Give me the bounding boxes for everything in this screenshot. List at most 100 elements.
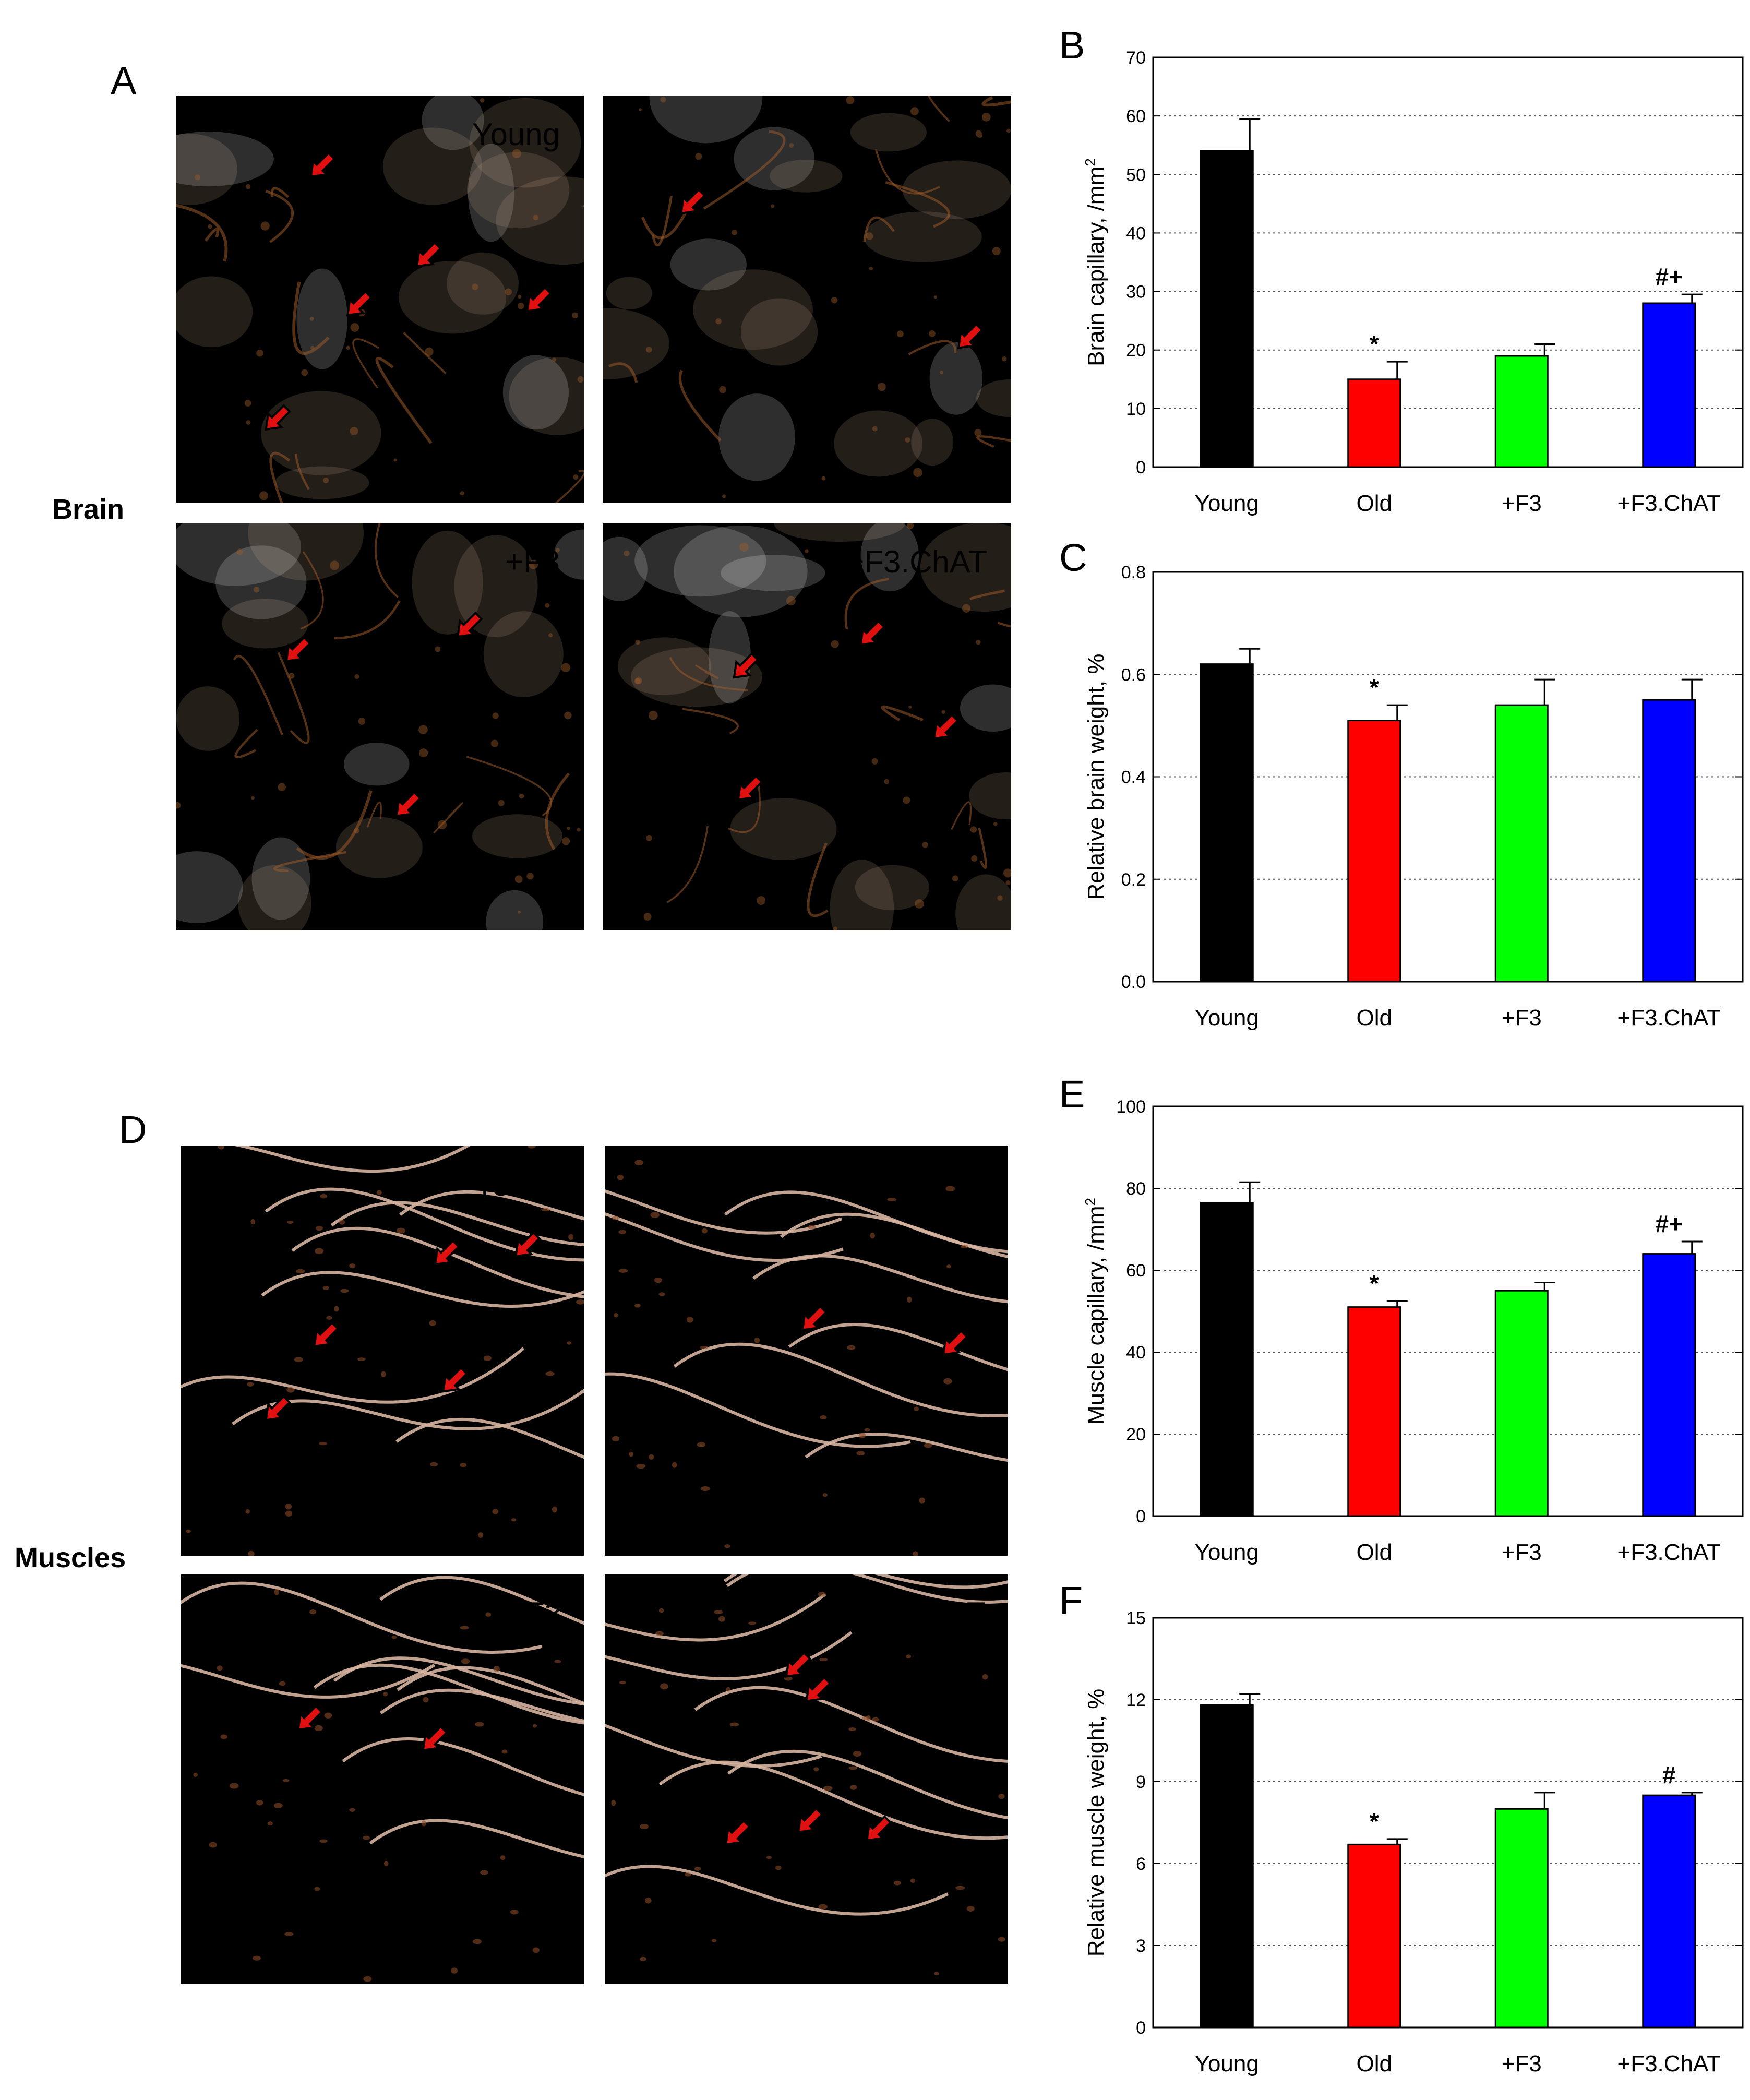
muscle-f3chat-micrograph: +F3.ChAT bbox=[605, 1574, 1008, 1984]
bar bbox=[1347, 378, 1401, 468]
red-arrow-icon bbox=[395, 791, 422, 817]
category-label: +F3 bbox=[1502, 2051, 1542, 2077]
y-tick-label: 0 bbox=[1136, 1507, 1146, 1526]
y-tick-label: 0 bbox=[1136, 2018, 1146, 2038]
muscle-young-label: Young bbox=[474, 1167, 562, 1202]
y-tick-label: 100 bbox=[1116, 1097, 1146, 1117]
bar bbox=[1494, 1290, 1549, 1517]
bar bbox=[1494, 704, 1549, 983]
brain-f3-micrograph: +F3 bbox=[176, 523, 584, 930]
micrograph-image bbox=[176, 523, 584, 930]
significance-marker: * bbox=[1370, 1808, 1379, 1835]
y-axis-label: Relative muscle weight, % bbox=[1083, 1689, 1109, 1957]
red-arrow-icon bbox=[957, 323, 984, 349]
bar bbox=[1347, 1843, 1401, 2029]
significance-marker: #+ bbox=[1656, 263, 1683, 290]
category-label: Young bbox=[1195, 1540, 1259, 1565]
y-axis-label: Muscle capillary, /mm2 bbox=[1082, 1198, 1109, 1425]
bar bbox=[1642, 1794, 1696, 2029]
y-tick-label: 60 bbox=[1126, 1261, 1146, 1281]
category-label: Old bbox=[1357, 2051, 1392, 2077]
brain-f3chat-label: +F3.ChAT bbox=[846, 544, 987, 579]
micrograph-image bbox=[605, 1146, 1008, 1556]
chart-b-brain-capillary: 0 10 20 30 40 50 60 70 Young * Old +F3 #+ +F3.ChAT Bra… bbox=[1082, 48, 1750, 527]
category-label: +F3 bbox=[1502, 1540, 1542, 1565]
muscle-young-micrograph: Young bbox=[181, 1146, 584, 1556]
red-arrow-icon bbox=[442, 1366, 469, 1393]
muscle-f3-label: +F3 bbox=[507, 1596, 562, 1631]
brain-young-label: Young bbox=[472, 117, 560, 152]
significance-marker: * bbox=[1370, 1270, 1379, 1297]
red-arrow-icon bbox=[942, 1329, 969, 1356]
red-arrow-icon bbox=[514, 1231, 541, 1258]
category-label: Old bbox=[1357, 1540, 1392, 1565]
red-arrow-icon bbox=[415, 241, 442, 268]
bar bbox=[1494, 355, 1549, 468]
panel-letter-e: E bbox=[1059, 1072, 1085, 1116]
panel-letter-a: A bbox=[111, 59, 137, 102]
micrograph-image bbox=[181, 1574, 584, 1984]
category-label: Old bbox=[1357, 1005, 1392, 1031]
red-arrow-icon bbox=[866, 1815, 892, 1842]
bar bbox=[1200, 1704, 1254, 2029]
significance-marker: #+ bbox=[1656, 1210, 1683, 1237]
y-tick-label: 0.2 bbox=[1121, 870, 1146, 890]
y-tick-label: 10 bbox=[1126, 399, 1146, 419]
brain-row-label: Brain bbox=[52, 494, 125, 525]
bar-chart: 0 3 6 9 12 15 Young * Old +F3 # +F3.ChAT Relative mu… bbox=[1083, 1608, 1744, 2077]
red-arrow-icon bbox=[737, 774, 763, 801]
bar bbox=[1494, 1808, 1549, 2029]
category-label: +F3.ChAT bbox=[1617, 2051, 1721, 2077]
red-arrow-icon bbox=[346, 290, 373, 317]
red-arrow-icon bbox=[724, 1819, 751, 1846]
category-label: Young bbox=[1195, 491, 1259, 516]
red-arrow-icon bbox=[456, 611, 483, 638]
y-tick-label: 20 bbox=[1126, 1425, 1146, 1445]
red-arrow-icon bbox=[422, 1725, 448, 1752]
panel-letter-d: D bbox=[119, 1108, 147, 1151]
panel-letter-f: F bbox=[1059, 1579, 1083, 1622]
significance-marker: # bbox=[1662, 1761, 1676, 1788]
brain-old-label: Old bbox=[938, 117, 987, 152]
micrograph-image bbox=[603, 96, 1011, 503]
brain-young-micrograph: Young bbox=[176, 96, 584, 503]
category-label: +F3 bbox=[1502, 491, 1542, 516]
y-tick-label: 15 bbox=[1126, 1608, 1146, 1628]
y-tick-label: 3 bbox=[1136, 1936, 1146, 1956]
y-tick-label: 0.0 bbox=[1121, 972, 1146, 992]
y-tick-label: 40 bbox=[1126, 1343, 1146, 1363]
micrograph-image bbox=[605, 1574, 1008, 1984]
bar bbox=[1200, 150, 1254, 468]
micrograph-image bbox=[181, 1146, 584, 1556]
significance-marker: * bbox=[1370, 330, 1379, 357]
y-tick-label: 12 bbox=[1126, 1690, 1146, 1710]
y-tick-label: 0 bbox=[1136, 458, 1146, 478]
red-arrow-icon bbox=[297, 1704, 323, 1731]
y-tick-label: 9 bbox=[1136, 1772, 1146, 1792]
bar-chart: 0 20 40 60 80 100 Young * Old +F3 #+ +F3.ChAT Muscle… bbox=[1082, 1097, 1744, 1565]
red-arrow-icon bbox=[859, 619, 886, 646]
chart-c-relative-brain-weight: 0.0 0.2 0.4 0.6 0.8 Young * Old +F3 +F3.ChAT Relat… bbox=[1083, 563, 1750, 1042]
plot-frame bbox=[1152, 1105, 1744, 1517]
red-arrow-icon bbox=[265, 404, 291, 431]
category-label: +F3.ChAT bbox=[1617, 491, 1721, 516]
red-arrow-icon bbox=[801, 1305, 828, 1331]
muscle-old-label: Old bbox=[937, 1167, 986, 1202]
bar-chart: 0.0 0.2 0.4 0.6 0.8 Young * Old +F3 +F3.ChAT Relat… bbox=[1083, 563, 1744, 1031]
red-arrow-icon bbox=[932, 713, 960, 740]
y-tick-label: 60 bbox=[1126, 106, 1146, 126]
y-tick-label: 30 bbox=[1126, 282, 1146, 302]
plot-frame bbox=[1152, 1617, 1744, 2029]
bar bbox=[1347, 720, 1401, 983]
category-label: +F3.ChAT bbox=[1617, 1005, 1721, 1031]
y-tick-label: 20 bbox=[1126, 341, 1146, 361]
chart-f-relative-muscle-weight: 0 3 6 9 12 15 Young * Old +F3 # +F3.ChAT Relative mu… bbox=[1083, 1608, 1750, 2087]
scale-bar bbox=[505, 1523, 559, 1532]
red-arrow-icon bbox=[679, 188, 706, 215]
category-label: Young bbox=[1195, 1005, 1259, 1031]
y-tick-label: 50 bbox=[1126, 165, 1146, 185]
red-arrow-icon bbox=[265, 1395, 291, 1422]
chart-e-muscle-capillary: 0 20 40 60 80 100 Young * Old +F3 #+ +F3.ChAT Muscle… bbox=[1082, 1097, 1750, 1576]
y-tick-label: 0.4 bbox=[1121, 768, 1146, 787]
plot-frame bbox=[1152, 571, 1744, 983]
